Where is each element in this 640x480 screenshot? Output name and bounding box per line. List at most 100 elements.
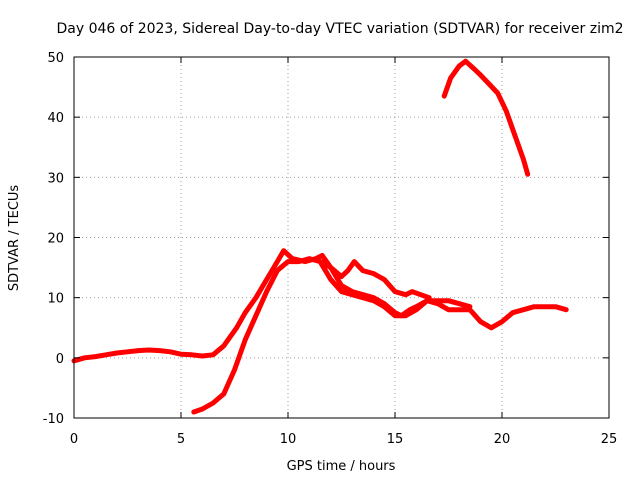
data-point <box>414 307 419 312</box>
data-point <box>371 298 376 303</box>
data-point <box>264 277 269 282</box>
data-point <box>478 72 483 78</box>
data-point <box>521 157 526 162</box>
data-point <box>360 295 366 300</box>
x-axis-label: GPS time / hours <box>287 459 396 474</box>
y-tick-label: -10 <box>43 412 64 427</box>
data-point <box>512 133 517 138</box>
data-point <box>345 268 351 273</box>
data-point <box>499 319 505 324</box>
data-point <box>264 289 269 294</box>
data-point <box>418 292 423 297</box>
data-point <box>317 259 323 264</box>
data-point <box>157 348 162 353</box>
data-point <box>243 337 248 342</box>
data-point <box>114 350 120 356</box>
data-point <box>136 348 141 353</box>
data-point <box>531 304 537 309</box>
data-point <box>446 307 451 312</box>
data-point <box>339 289 344 294</box>
data-point <box>228 334 233 339</box>
data-point <box>221 343 226 348</box>
data-point <box>285 259 291 264</box>
data-point <box>168 349 173 354</box>
data-point <box>457 301 462 306</box>
data-point <box>281 248 286 253</box>
data-point <box>360 268 366 273</box>
data-point <box>253 295 259 300</box>
series-line-track-b <box>191 256 569 415</box>
data-point <box>350 292 355 297</box>
series-line-track-d <box>441 58 531 177</box>
x-tick-label: 0 <box>70 432 78 447</box>
data-point <box>189 352 194 357</box>
x-tick-label: 15 <box>387 432 404 447</box>
data-point <box>352 259 357 264</box>
data-point <box>442 93 447 99</box>
series-layer <box>71 58 569 415</box>
data-point <box>478 319 483 324</box>
data-point <box>489 325 494 330</box>
data-point <box>448 75 453 81</box>
data-point <box>275 259 280 264</box>
data-point <box>495 90 500 96</box>
data-point <box>403 313 408 318</box>
data-point <box>296 259 301 264</box>
y-tick-label: 40 <box>47 111 64 126</box>
y-tick-label: 0 <box>56 352 64 367</box>
data-point <box>542 304 547 309</box>
data-point <box>125 349 130 354</box>
x-tick-label: 10 <box>280 432 297 447</box>
data-point <box>409 289 415 294</box>
data-point <box>564 307 569 312</box>
data-point <box>307 256 312 261</box>
data-point <box>553 304 558 309</box>
tick-layer: 0 5 10 15 20 25 -10 0 10 20 30 40 50 <box>43 51 618 447</box>
data-point <box>427 295 432 300</box>
grid-layer <box>74 57 609 418</box>
series-line-track-a <box>71 248 473 364</box>
data-point <box>210 400 216 406</box>
data-point <box>403 292 408 297</box>
data-point <box>487 81 492 87</box>
data-point <box>457 63 462 69</box>
data-point <box>200 353 205 359</box>
data-point <box>146 347 152 353</box>
x-tick-label: 5 <box>177 432 185 447</box>
data-point <box>243 310 248 315</box>
data-point <box>504 109 509 114</box>
data-point <box>435 301 440 306</box>
y-tick-label: 50 <box>47 51 64 66</box>
data-point <box>328 277 333 282</box>
data-point <box>339 274 344 279</box>
data-point <box>392 313 398 318</box>
data-point <box>472 66 477 72</box>
data-point <box>382 304 387 309</box>
x-tick-label: 20 <box>494 432 511 447</box>
data-point <box>320 253 325 258</box>
data-point <box>178 352 184 357</box>
data-point <box>210 352 216 357</box>
data-point <box>93 354 98 359</box>
data-point <box>253 313 259 318</box>
data-point <box>510 310 515 315</box>
data-point <box>82 355 87 360</box>
data-point <box>467 307 473 312</box>
y-tick-label: 30 <box>47 171 64 186</box>
data-point <box>200 406 205 412</box>
data-point <box>371 271 376 276</box>
x-tick-label: 25 <box>601 432 618 447</box>
data-point <box>221 391 226 397</box>
data-point <box>457 307 462 312</box>
data-point <box>446 298 451 303</box>
data-point <box>382 277 387 282</box>
chart-title: Day 046 of 2023, Sidereal Day-to-day VTE… <box>57 21 624 37</box>
data-point <box>103 352 109 357</box>
data-point <box>521 307 526 312</box>
data-point <box>463 59 468 64</box>
data-point <box>275 268 280 273</box>
y-tick-label: 20 <box>47 232 64 247</box>
data-point <box>392 289 398 294</box>
y-tick-label: 10 <box>47 292 64 307</box>
